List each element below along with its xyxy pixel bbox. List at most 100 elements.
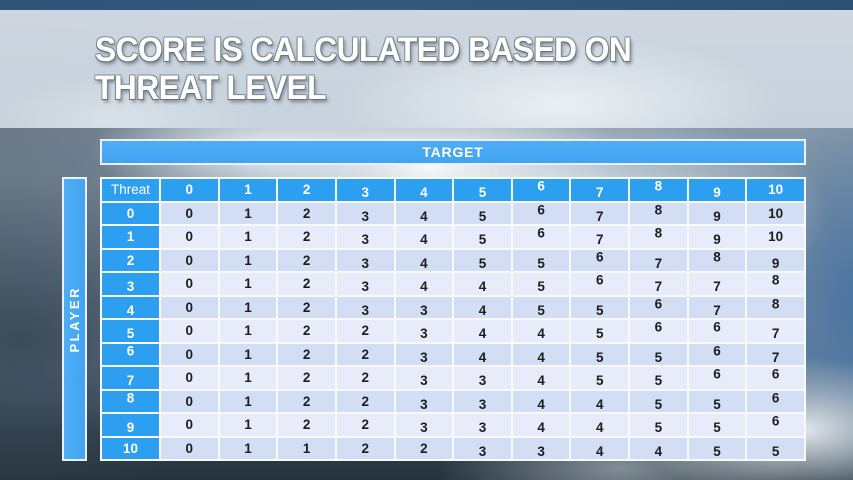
score-cell: 3 [336, 273, 394, 295]
score-cell: 2 [278, 414, 335, 436]
score-cell: 1 [278, 437, 335, 459]
score-cell: 9 [688, 202, 746, 224]
score-cell: 8 [630, 226, 687, 248]
score-table: Threat 0 1 2 3 4 5 6 7 8 9 10 0 0 1 2 3 4 5 6 7 8 9 10 1 0 1 2 3 4 5 6 7… [100, 177, 806, 461]
score-cell: 5 [630, 367, 687, 389]
score-cell: 4 [454, 343, 511, 365]
column-header: 7 [571, 179, 629, 201]
score-cell: 3 [395, 390, 453, 412]
score-cell: 2 [336, 390, 394, 412]
score-cell: 5 [571, 367, 629, 389]
score-cell: 3 [336, 202, 394, 224]
score-cell: 7 [747, 320, 804, 342]
score-cell: 2 [336, 367, 394, 389]
score-cell: 5 [630, 343, 687, 365]
score-cell: 4 [512, 390, 570, 412]
target-label: TARGET [422, 144, 484, 160]
score-cell: 0 [161, 367, 218, 389]
score-cell: 0 [161, 343, 218, 365]
score-cell: 9 [688, 226, 746, 248]
score-cell: 2 [278, 226, 335, 248]
row-label: 5 [102, 320, 159, 342]
score-cell: 0 [161, 414, 218, 436]
score-cell: 3 [395, 343, 453, 365]
score-cell: 3 [454, 367, 511, 389]
score-cell: 7 [630, 249, 687, 271]
score-cell: 6 [747, 414, 804, 436]
row-label: 0 [102, 202, 159, 224]
score-cell: 4 [395, 226, 453, 248]
column-header: 10 [747, 179, 804, 201]
score-cell: 2 [336, 343, 394, 365]
title-line-1: SCORE IS CALCULATED BASED ON [95, 31, 632, 69]
score-cell: 3 [395, 320, 453, 342]
score-cell: 1 [219, 249, 277, 271]
target-header-bar: TARGET [100, 139, 806, 165]
score-cell: 3 [395, 414, 453, 436]
score-cell: 2 [278, 273, 335, 295]
score-cell: 8 [747, 296, 804, 318]
row-label: 8 [102, 390, 159, 412]
score-cell: 10 [747, 226, 804, 248]
score-cell: 4 [395, 249, 453, 271]
row-label: 2 [102, 249, 159, 271]
score-cell: 5 [571, 296, 629, 318]
score-cell: 8 [630, 202, 687, 224]
score-cell: 4 [454, 296, 511, 318]
score-cell: 1 [219, 390, 277, 412]
score-cell: 4 [571, 414, 629, 436]
score-cell: 5 [571, 320, 629, 342]
score-cell: 6 [571, 273, 629, 295]
score-cell: 3 [454, 414, 511, 436]
score-cell: 4 [571, 437, 629, 459]
score-cell: 2 [278, 343, 335, 365]
score-cell: 1 [219, 367, 277, 389]
score-cell: 6 [571, 249, 629, 271]
column-header: 1 [219, 179, 277, 201]
score-cell: 8 [747, 273, 804, 295]
score-cell: 4 [571, 390, 629, 412]
column-header: 9 [688, 179, 746, 201]
score-cell: 2 [336, 437, 394, 459]
column-header: 4 [395, 179, 453, 201]
score-cell: 5 [747, 437, 804, 459]
column-header: 0 [161, 179, 218, 201]
score-cell: 0 [161, 249, 218, 271]
row-label: 7 [102, 367, 159, 389]
score-cell: 6 [688, 320, 746, 342]
score-cell: 2 [336, 414, 394, 436]
score-cell: 0 [161, 320, 218, 342]
row-label: 10 [102, 437, 159, 459]
score-cell: 5 [454, 249, 511, 271]
row-label: 9 [102, 414, 159, 436]
row-label: 4 [102, 296, 159, 318]
score-cell: 2 [278, 249, 335, 271]
score-cell: 6 [630, 296, 687, 318]
score-cell: 2 [278, 390, 335, 412]
sky-top-strip [0, 0, 853, 10]
score-cell: 2 [278, 202, 335, 224]
score-cell: 3 [395, 367, 453, 389]
score-cell: 4 [454, 273, 511, 295]
score-cell: 7 [747, 343, 804, 365]
score-cell: 4 [512, 367, 570, 389]
score-cell: 4 [630, 437, 687, 459]
score-cell: 5 [688, 437, 746, 459]
column-header: 8 [630, 179, 687, 201]
score-cell: 6 [630, 320, 687, 342]
score-cell: 5 [571, 343, 629, 365]
score-cell: 0 [161, 390, 218, 412]
title-band: SCORE IS CALCULATED BASED ON THREAT LEVE… [0, 10, 853, 128]
corner-header-threat: Threat [102, 179, 159, 201]
score-cell: 3 [512, 437, 570, 459]
score-cell: 3 [454, 437, 511, 459]
score-cell: 6 [512, 202, 570, 224]
score-cell: 7 [571, 226, 629, 248]
score-cell: 1 [219, 273, 277, 295]
score-cell: 6 [747, 367, 804, 389]
score-cell: 1 [219, 226, 277, 248]
score-cell: 5 [630, 414, 687, 436]
score-cell: 1 [219, 296, 277, 318]
score-cell: 1 [219, 202, 277, 224]
player-header-bar: PLAYER [62, 177, 87, 461]
